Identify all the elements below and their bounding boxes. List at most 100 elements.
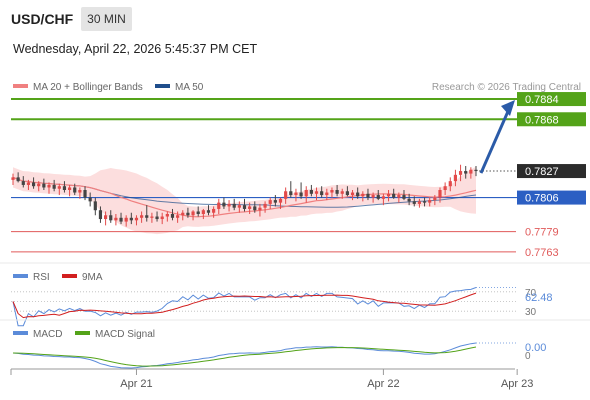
candle xyxy=(458,164,463,182)
candle xyxy=(417,198,422,208)
candle-body xyxy=(67,187,72,190)
candle-body xyxy=(474,169,478,172)
ma20-legend-swatch xyxy=(13,84,28,88)
candle xyxy=(227,200,231,212)
candle-body xyxy=(263,203,267,208)
candle-body xyxy=(176,215,180,218)
candle-body xyxy=(57,186,61,189)
candle-body xyxy=(345,191,349,196)
candle-body xyxy=(428,200,432,203)
candle-body xyxy=(232,203,236,208)
candle-body xyxy=(278,198,283,203)
candle-body xyxy=(114,217,118,221)
candle xyxy=(124,215,128,227)
candle-body xyxy=(335,190,339,194)
candle-body xyxy=(160,216,164,220)
candle xyxy=(47,182,51,194)
candle xyxy=(376,190,380,201)
rsi-ma-legend-label: 9MA xyxy=(82,272,103,283)
candle xyxy=(119,212,123,225)
candle-body xyxy=(448,181,452,187)
candle xyxy=(268,197,272,209)
candle xyxy=(212,206,216,218)
candle-body xyxy=(217,202,221,209)
candles xyxy=(11,164,478,227)
candle xyxy=(412,196,416,207)
candle-body xyxy=(119,217,123,222)
candle xyxy=(109,210,113,223)
price-levels xyxy=(11,98,586,253)
candle xyxy=(140,211,144,223)
candle xyxy=(217,198,221,214)
candle xyxy=(309,184,313,197)
candle-body xyxy=(93,201,97,211)
candle xyxy=(16,172,20,183)
timeframe-label: 30 MIN xyxy=(87,12,126,26)
candle xyxy=(325,188,329,201)
candle xyxy=(206,205,211,216)
macd-legend-label: MACD xyxy=(33,329,62,340)
candle-body xyxy=(155,216,159,220)
candle xyxy=(361,191,365,202)
candle-body xyxy=(78,190,82,193)
pivot-label: 0.7806 xyxy=(525,193,559,205)
candle xyxy=(304,186,308,203)
macd-signal-legend-label: MACD Signal xyxy=(95,329,155,340)
candle-body xyxy=(62,186,67,190)
candle xyxy=(397,192,401,203)
macd-signal-line xyxy=(12,346,477,367)
candle-body xyxy=(443,186,447,190)
candle xyxy=(129,212,133,225)
candle-body xyxy=(16,177,20,182)
support-label: 0.7779 xyxy=(525,227,559,239)
candle xyxy=(31,177,36,189)
candle-body xyxy=(253,206,257,211)
candle-body xyxy=(433,197,437,201)
candle xyxy=(170,208,175,221)
candle xyxy=(448,177,452,192)
candle xyxy=(438,187,442,203)
candle-body xyxy=(376,195,380,199)
candle-body xyxy=(26,182,31,185)
candle-body xyxy=(88,197,92,202)
candle xyxy=(222,197,226,209)
candle xyxy=(201,208,205,220)
candle-body xyxy=(314,191,319,194)
candle-body xyxy=(196,211,200,214)
candle-body xyxy=(392,193,396,198)
candle xyxy=(422,197,427,207)
current-price-box xyxy=(517,164,586,179)
timeframe-badge[interactable] xyxy=(81,7,132,31)
candle-body xyxy=(268,200,272,204)
rsi-legend-swatch xyxy=(13,274,28,278)
candle xyxy=(294,188,298,202)
resistance-label: 0.7884 xyxy=(525,94,559,106)
candle xyxy=(356,187,360,199)
forecast-arrow-shaft xyxy=(479,108,511,174)
candle-body xyxy=(37,183,41,187)
candle-body xyxy=(258,207,262,211)
candle-body xyxy=(212,208,216,213)
candle xyxy=(366,188,370,201)
resistance-label: 0.7868 xyxy=(525,114,559,126)
candle xyxy=(11,173,15,185)
candle-body xyxy=(52,184,56,189)
macd-value-label: 0.00 xyxy=(525,342,546,354)
bollinger-band-fill xyxy=(13,166,476,235)
x-tick-label: Apr 23 xyxy=(501,378,533,390)
candle-body xyxy=(469,169,473,174)
ma20-legend-label: MA 20 + Bollinger Bands xyxy=(33,82,143,93)
rsi-ma-line xyxy=(12,292,477,319)
candle-body xyxy=(165,214,169,217)
candle xyxy=(237,201,241,213)
candle-body xyxy=(284,191,288,199)
candle xyxy=(52,179,56,192)
candle-body xyxy=(309,190,313,194)
rsi-value-label: 62.48 xyxy=(525,292,553,304)
pivot-label-box xyxy=(517,190,586,205)
candle xyxy=(98,206,103,223)
candle xyxy=(62,181,67,193)
candle xyxy=(381,193,385,206)
candle-body xyxy=(201,210,205,214)
